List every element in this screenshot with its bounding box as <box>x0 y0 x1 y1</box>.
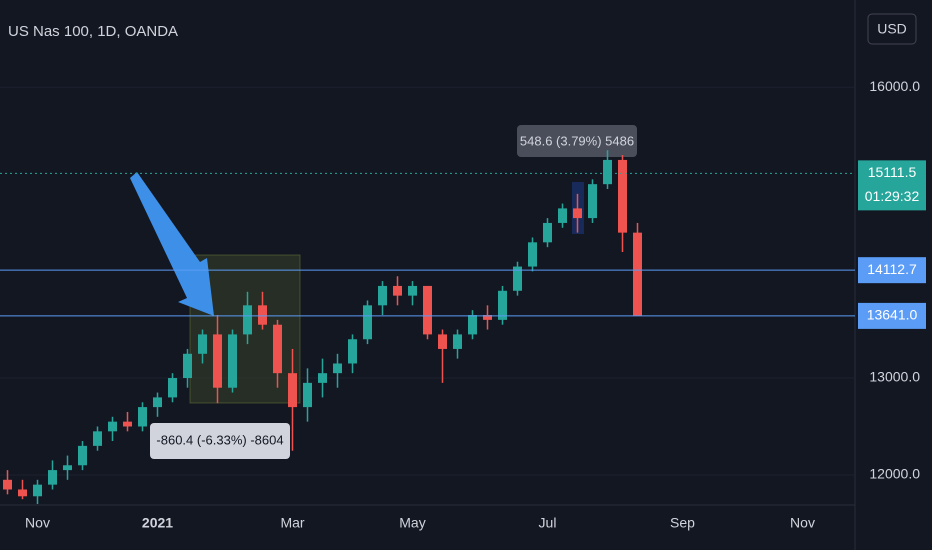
candle-body <box>18 489 27 497</box>
candle-body <box>258 305 267 325</box>
price-label-box <box>858 257 926 284</box>
candle-body <box>363 305 372 340</box>
candle-body <box>333 363 342 374</box>
y-tick-label: 12000.0 <box>869 466 920 482</box>
candle-body <box>378 285 387 306</box>
currency-button[interactable] <box>867 13 917 45</box>
candle-body <box>483 315 492 320</box>
currency[interactable]: USD <box>877 21 907 37</box>
candle-body <box>633 232 642 316</box>
candle-body <box>153 397 162 408</box>
measure-box <box>517 125 637 157</box>
x-tick-label: Jul <box>539 515 557 531</box>
countdown: 01:29:32 <box>865 188 920 204</box>
candle-body <box>423 285 432 335</box>
candle-body <box>438 334 447 349</box>
candle-body <box>168 378 177 398</box>
candle-body <box>213 334 222 388</box>
candle-body <box>138 407 147 427</box>
candle-body <box>198 334 207 354</box>
measure-label: -860.4 (-6.33%) -8604 <box>156 432 283 447</box>
candle-body <box>3 479 12 490</box>
candle-body <box>63 465 72 471</box>
candle-body <box>93 431 102 446</box>
candle-body <box>558 208 567 223</box>
candle-body <box>528 242 537 267</box>
candle-body <box>543 222 552 243</box>
price-label-box <box>858 302 926 329</box>
candle-body <box>108 421 117 432</box>
candle-body <box>453 334 462 349</box>
candle-body <box>123 421 132 427</box>
candle-body <box>603 159 612 185</box>
candle-body <box>228 334 237 388</box>
candle-body <box>348 339 357 364</box>
candle-body <box>408 285 417 296</box>
measure-box <box>150 423 290 459</box>
candle-body <box>393 285 402 296</box>
y-tick-label: 13000.0 <box>869 369 920 385</box>
price-label: 14112.7 <box>867 261 917 277</box>
x-tick-label: 2021 <box>142 515 173 531</box>
price-label: 15111.5 <box>868 164 917 180</box>
candle-body <box>498 290 507 320</box>
candle-body <box>618 159 627 233</box>
x-tick-label: Mar <box>280 515 304 531</box>
candle-body <box>78 445 87 466</box>
candle-body <box>183 353 192 379</box>
chart-title: US Nas 100, 1D, OANDA <box>8 23 178 40</box>
candle-body <box>243 305 252 335</box>
candle-body <box>513 266 522 291</box>
candle-body <box>468 315 477 335</box>
candle-body <box>573 208 582 219</box>
candle-body <box>48 470 57 485</box>
candle-body <box>303 382 312 408</box>
x-tick-label: Nov <box>790 515 815 531</box>
candle-body <box>33 484 42 497</box>
price-label-box <box>858 160 926 211</box>
candle-body <box>273 324 282 374</box>
price-label: 13641.0 <box>867 307 918 323</box>
x-tick-label: Sep <box>670 515 695 531</box>
candle-body <box>588 184 597 219</box>
x-tick-label: Nov <box>25 515 50 531</box>
arrow <box>130 172 214 316</box>
y-tick-label: 16000.0 <box>869 78 920 94</box>
candle-body <box>318 373 327 383</box>
measure-label: 548.6 (3.79%) 5486 <box>520 133 634 148</box>
candle-body <box>288 373 297 408</box>
x-tick-label: May <box>399 515 425 531</box>
